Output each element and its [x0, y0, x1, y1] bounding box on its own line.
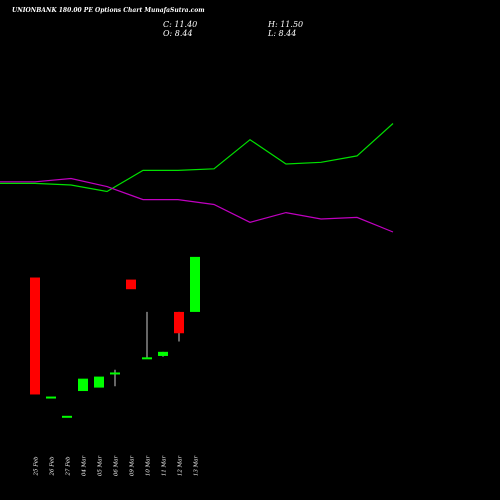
candles [30, 256, 200, 418]
x-tick-label: 10 Mar [146, 455, 152, 476]
close-value: C: 11.40 [163, 20, 198, 29]
candle-7 [126, 279, 136, 290]
candle-5 [94, 376, 104, 388]
candle-6 [110, 369, 120, 387]
x-tick-label: 05 Mar [98, 455, 104, 476]
candle-2 [46, 396, 56, 399]
candle-1 [30, 277, 40, 395]
x-tick-label: 25 Feb [34, 456, 40, 477]
candle-body [158, 351, 168, 356]
x-tick-label: 06 Mar [114, 455, 120, 476]
indicator-lines [0, 123, 394, 233]
candle-10 [174, 311, 184, 342]
candle-body [190, 256, 200, 312]
x-tick-label: 04 Mar [82, 455, 88, 476]
candle-body [126, 279, 136, 290]
low-value: L: 8.44 [268, 29, 297, 38]
x-tick-label: 27 Feb [66, 456, 72, 477]
indicator-line-2 [0, 177, 394, 233]
x-tick-label: 26 Feb [50, 456, 56, 477]
x-tick-label: 12 Mar [178, 455, 184, 476]
candle-11 [190, 256, 200, 312]
candle-body [30, 277, 40, 395]
candle-body [142, 357, 152, 360]
x-tick-label: 13 Mar [194, 455, 200, 476]
indicator-line-1 [0, 123, 394, 193]
x-tick-label: 11 Mar [162, 455, 168, 476]
chart-title: UNIONBANK 180.00 PE Options Chart Munafa… [12, 7, 205, 14]
candle-4 [78, 378, 88, 392]
candle-body [94, 376, 104, 388]
open-value: O: 8.44 [163, 29, 193, 38]
candle-body [62, 415, 72, 418]
x-axis-labels: 25 Feb 26 Feb 27 Feb 04 Mar 05 Mar 06 Mar 09 M… [34, 455, 200, 476]
x-tick-label: 09 Mar [130, 455, 136, 476]
candle-8 [142, 311, 152, 360]
candle-body [110, 372, 120, 375]
candle-body [78, 378, 88, 392]
candle-body [174, 311, 184, 334]
candle-body [46, 396, 56, 399]
candle-3 [62, 415, 72, 418]
candle-9 [158, 351, 168, 357]
high-value: H: 11.50 [268, 20, 304, 29]
